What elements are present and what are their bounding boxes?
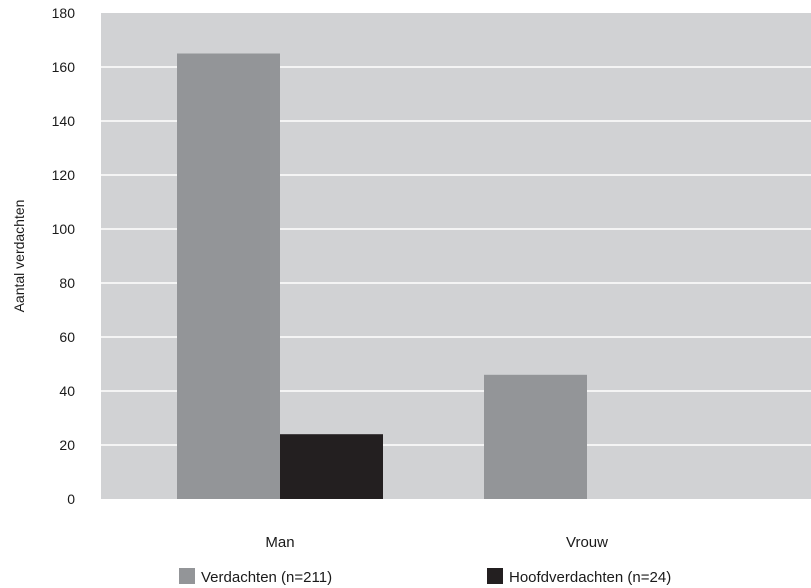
y-tick-label: 180 [52, 5, 76, 21]
y-axis-title: Aantal verdachten [11, 200, 27, 313]
legend-label: Verdachten (n=211) [201, 569, 332, 586]
x-axis-categories: Man Vrouw [265, 534, 608, 551]
y-tick-label: 160 [52, 59, 76, 75]
x-category-label: Vrouw [566, 534, 608, 551]
legend: Verdachten (n=211) Hoofdverdachten (n=24) [179, 568, 671, 586]
legend-swatch [179, 568, 195, 584]
legend-label: Hoofdverdachten (n=24) [509, 569, 671, 586]
y-tick-label: 120 [52, 167, 76, 183]
y-tick-label: 80 [59, 275, 75, 291]
y-axis-ticks: 0 20 40 60 80 100 120 140 160 180 [52, 5, 76, 507]
legend-swatch [487, 568, 503, 584]
y-tick-label: 0 [67, 491, 75, 507]
bar [484, 374, 587, 499]
x-category-label: Man [265, 534, 294, 551]
bar [280, 434, 383, 499]
y-tick-label: 20 [59, 437, 75, 453]
y-tick-label: 100 [52, 221, 76, 237]
y-tick-label: 40 [59, 383, 75, 399]
bars [177, 53, 587, 499]
y-tick-label: 60 [59, 329, 75, 345]
bar [177, 53, 280, 499]
y-tick-label: 140 [52, 113, 76, 129]
